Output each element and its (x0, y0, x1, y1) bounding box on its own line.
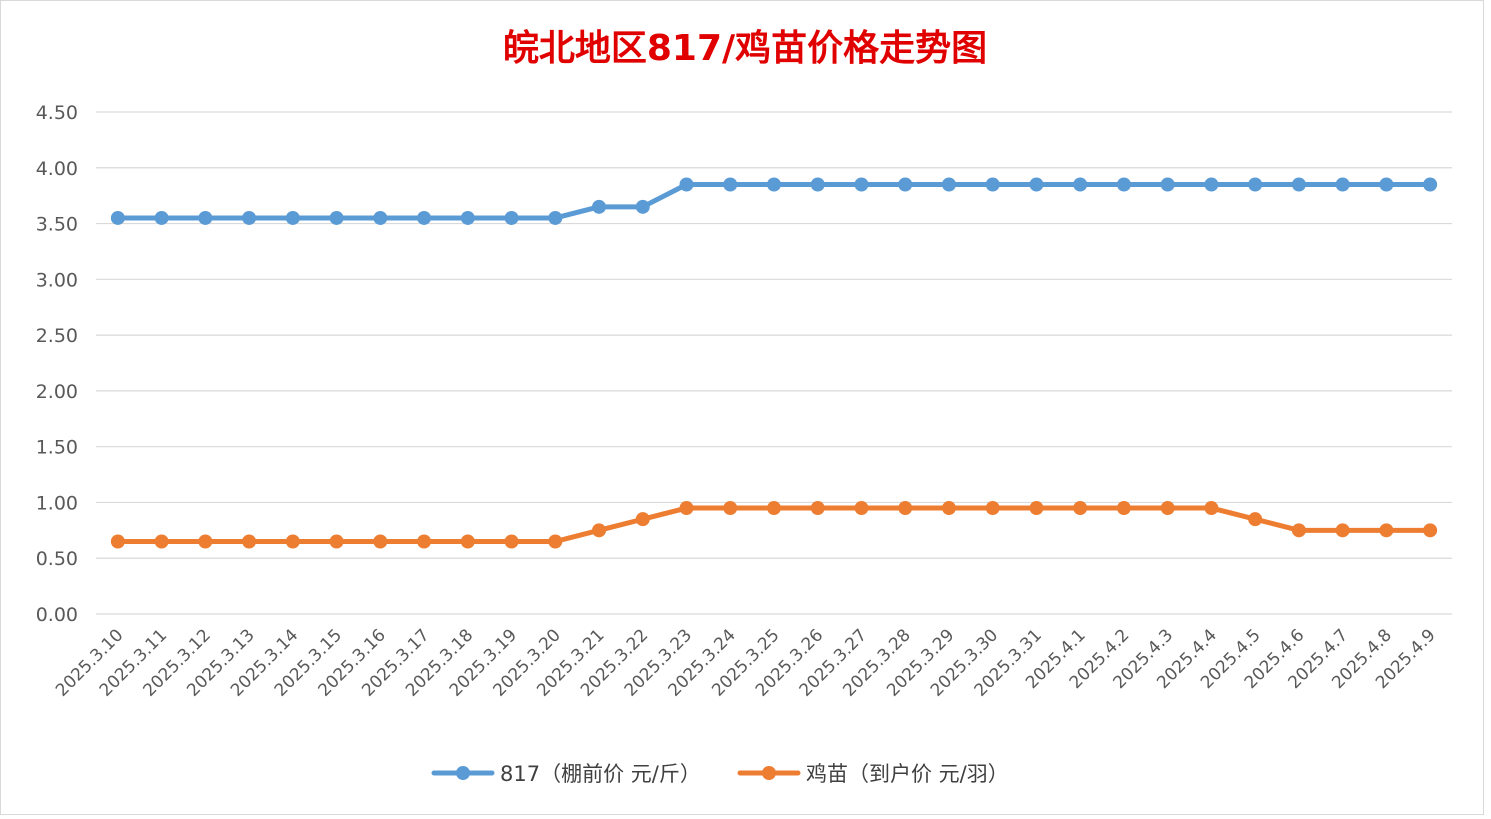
y-axis-ticks: 4.50 4.00 3.50 3.00 2.50 2.00 1.50 1.00 0.50 0.00 (36, 102, 78, 626)
chart-title: 皖北地区817/鸡苗价格走势图 (503, 28, 987, 69)
data-point (285, 210, 300, 225)
data-point (417, 210, 432, 225)
legend-item-1: 817（棚前价 元/斤） (431, 762, 701, 786)
data-point (460, 210, 475, 225)
data-point (1029, 501, 1044, 516)
data-point (548, 534, 563, 549)
data-point (329, 534, 344, 549)
data-point (941, 501, 956, 516)
data-point (1248, 512, 1263, 527)
data-point (1423, 523, 1438, 538)
data-point (504, 210, 519, 225)
data-point (154, 534, 169, 549)
series-1 (110, 177, 1438, 225)
y-tick-label: 3.00 (36, 269, 78, 291)
data-point (1379, 523, 1394, 538)
gridlines (96, 111, 1452, 615)
data-point (1116, 501, 1131, 516)
data-point (592, 199, 607, 214)
data-point (985, 501, 1000, 516)
data-point (635, 199, 650, 214)
y-tick-label: 3.50 (36, 214, 78, 236)
data-point (985, 177, 1000, 192)
data-point (460, 534, 475, 549)
series-layer (110, 177, 1438, 549)
data-point (1073, 501, 1088, 516)
data-point (373, 534, 388, 549)
data-point (1029, 177, 1044, 192)
legend-marker (456, 766, 470, 780)
data-point (854, 501, 869, 516)
data-point (1291, 177, 1306, 192)
data-point (1423, 177, 1438, 192)
data-point (679, 501, 694, 516)
data-point (1379, 177, 1394, 192)
y-tick-label: 4.50 (36, 102, 78, 124)
y-tick-label: 1.00 (36, 492, 78, 514)
y-tick-label: 1.50 (36, 437, 78, 459)
data-point (1335, 523, 1350, 538)
data-point (242, 210, 257, 225)
data-point (285, 534, 300, 549)
data-point (854, 177, 869, 192)
data-point (1204, 177, 1219, 192)
data-point (417, 534, 432, 549)
data-point (110, 210, 125, 225)
data-point (198, 534, 213, 549)
data-point (810, 501, 825, 516)
data-point (504, 534, 519, 549)
data-point (1073, 177, 1088, 192)
data-point (1248, 177, 1263, 192)
data-point (723, 177, 738, 192)
data-point (810, 177, 825, 192)
data-point (679, 177, 694, 192)
data-point (941, 177, 956, 192)
legend: 817（棚前价 元/斤） 鸡苗（到户价 元/羽） (431, 762, 1009, 786)
data-point (242, 534, 257, 549)
series-2 (110, 501, 1438, 549)
data-point (635, 512, 650, 527)
data-point (592, 523, 607, 538)
data-point (110, 534, 125, 549)
y-tick-label: 0.50 (36, 548, 78, 570)
data-point (767, 177, 781, 192)
data-point (1204, 501, 1219, 516)
data-point (898, 177, 913, 192)
data-point (723, 501, 738, 516)
data-point (548, 210, 563, 225)
y-tick-label: 4.00 (36, 158, 78, 180)
data-point (1116, 177, 1131, 192)
legend-label: 鸡苗（到户价 元/羽） (806, 762, 1009, 786)
legend-label: 817（棚前价 元/斤） (500, 762, 701, 786)
data-point (198, 210, 213, 225)
data-point (1160, 501, 1175, 516)
data-point (1291, 523, 1306, 538)
y-tick-label: 2.00 (36, 381, 78, 403)
data-point (1335, 177, 1350, 192)
data-point (329, 210, 344, 225)
data-point (898, 501, 913, 516)
data-point (1160, 177, 1175, 192)
data-point (154, 210, 169, 225)
data-point (373, 210, 388, 225)
data-point (767, 501, 781, 516)
legend-item-2: 鸡苗（到户价 元/羽） (737, 762, 1009, 786)
y-tick-label: 0.00 (36, 604, 78, 626)
y-tick-label: 2.50 (36, 325, 78, 347)
legend-marker (762, 766, 776, 780)
